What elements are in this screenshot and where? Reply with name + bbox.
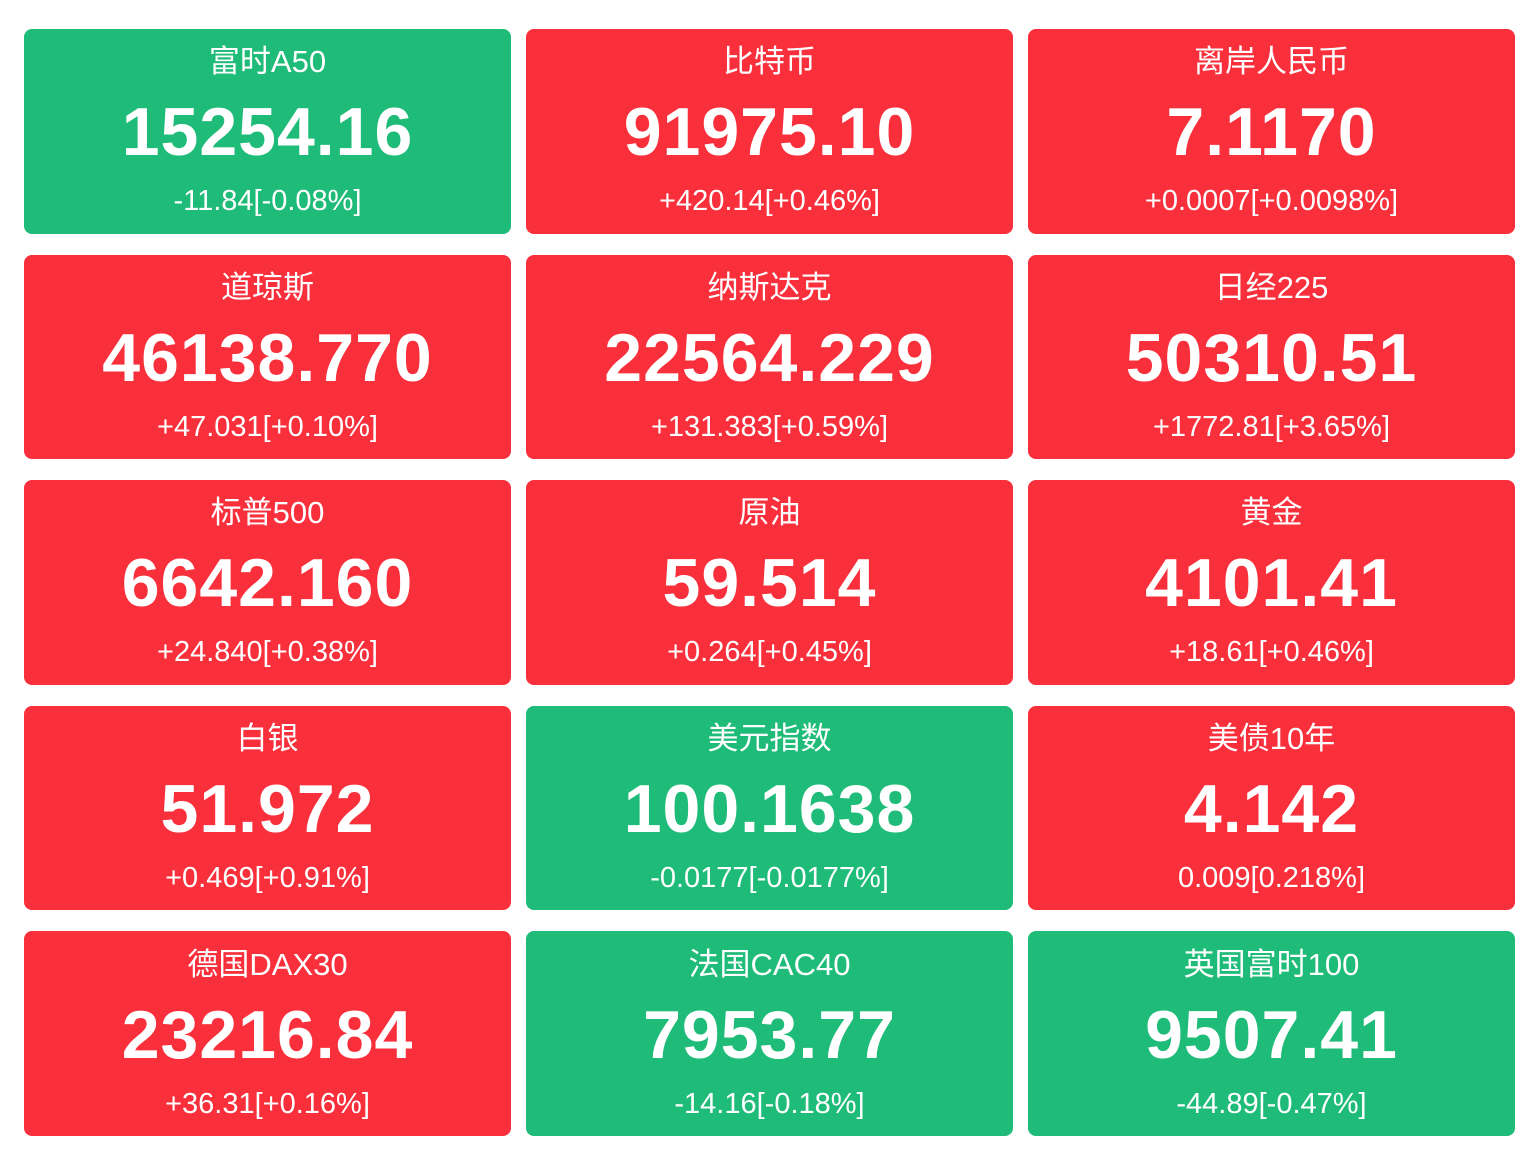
quote-change: +1772.81[+3.65%] xyxy=(1152,410,1391,443)
quote-tile-3[interactable]: 离岸人民币 7.1170 +0.0007[+0.0098%] xyxy=(1028,29,1515,234)
quote-price: 23216.84 xyxy=(121,996,414,1073)
quote-tile-8[interactable]: 原油 59.514 +0.264[+0.45%] xyxy=(526,480,1013,685)
quote-price: 46138.770 xyxy=(102,319,433,396)
quote-name: 法国CAC40 xyxy=(688,946,851,982)
quote-name: 比特币 xyxy=(723,44,816,80)
quote-change: -0.0177[-0.0177%] xyxy=(650,862,889,895)
quote-name: 英国富时100 xyxy=(1183,946,1360,982)
quote-price: 50310.51 xyxy=(1125,319,1418,396)
quote-tile-14[interactable]: 法国CAC40 7953.77 -14.16[-0.18%] xyxy=(526,931,1013,1136)
quote-name: 白银 xyxy=(236,721,299,757)
quote-tile-11[interactable]: 美元指数 100.1638 -0.0177[-0.0177%] xyxy=(526,705,1013,911)
quote-change: +18.61[+0.46%] xyxy=(1169,636,1374,669)
quote-name: 美债10年 xyxy=(1207,721,1336,757)
quote-change: +0.0007[+0.0098%] xyxy=(1144,185,1399,218)
quote-tile-1[interactable]: 富时A50 15254.16 -11.84[-0.08%] xyxy=(24,29,511,234)
quote-price: 15254.16 xyxy=(121,94,414,171)
quote-change: -11.84[-0.08%] xyxy=(173,185,362,218)
quote-tile-15[interactable]: 英国富时100 9507.41 -44.89[-0.47%] xyxy=(1028,931,1515,1136)
quote-name: 美元指数 xyxy=(707,721,832,757)
quote-change: +420.14[+0.46%] xyxy=(659,185,880,218)
quote-tile-6[interactable]: 日经225 50310.51 +1772.81[+3.65%] xyxy=(1028,254,1515,460)
quote-name: 道琼斯 xyxy=(221,269,314,305)
quote-price: 22564.229 xyxy=(604,319,935,396)
quote-tile-12[interactable]: 美债10年 4.142 0.009[0.218%] xyxy=(1028,705,1515,911)
quote-change: +131.383[+0.59%] xyxy=(650,410,889,443)
quote-name: 离岸人民币 xyxy=(1194,44,1349,80)
quote-price: 59.514 xyxy=(662,545,877,622)
quote-change: +0.469[+0.91%] xyxy=(165,862,370,895)
quote-change: +47.031[+0.10%] xyxy=(157,410,378,443)
quote-name: 富时A50 xyxy=(208,44,327,80)
quote-price: 9507.41 xyxy=(1145,996,1398,1073)
quote-change: 0.009[0.218%] xyxy=(1177,862,1366,895)
quote-tile-13[interactable]: 德国DAX30 23216.84 +36.31[+0.16%] xyxy=(24,931,511,1136)
quote-tile-2[interactable]: 比特币 91975.10 +420.14[+0.46%] xyxy=(526,29,1013,234)
quote-name: 德国DAX30 xyxy=(187,946,348,982)
quote-name: 日经225 xyxy=(1214,269,1329,305)
quote-name: 原油 xyxy=(738,495,801,531)
quote-price: 7.1170 xyxy=(1166,94,1377,171)
quote-price: 4101.41 xyxy=(1145,545,1398,622)
quote-price: 51.972 xyxy=(160,771,375,848)
quote-change: +24.840[+0.38%] xyxy=(157,636,378,669)
quote-tile-5[interactable]: 纳斯达克 22564.229 +131.383[+0.59%] xyxy=(526,254,1013,460)
quote-change: +36.31[+0.16%] xyxy=(165,1087,370,1120)
quote-change: +0.264[+0.45%] xyxy=(667,636,872,669)
quote-name: 标普500 xyxy=(210,495,325,531)
quote-tile-9[interactable]: 黄金 4101.41 +18.61[+0.46%] xyxy=(1028,480,1515,685)
quote-price: 6642.160 xyxy=(121,545,414,622)
quote-tile-4[interactable]: 道琼斯 46138.770 +47.031[+0.10%] xyxy=(24,254,511,460)
quote-price: 4.142 xyxy=(1183,771,1360,848)
quote-price: 91975.10 xyxy=(623,94,916,171)
quote-price: 7953.77 xyxy=(643,996,896,1073)
quote-name: 黄金 xyxy=(1240,495,1303,531)
quote-tile-7[interactable]: 标普500 6642.160 +24.840[+0.38%] xyxy=(24,480,511,685)
quote-name: 纳斯达克 xyxy=(707,269,832,305)
quote-change: -14.16[-0.18%] xyxy=(674,1087,865,1120)
quote-price: 100.1638 xyxy=(623,771,916,848)
quote-tile-10[interactable]: 白银 51.972 +0.469[+0.91%] xyxy=(24,705,511,911)
quote-change: -44.89[-0.47%] xyxy=(1176,1087,1367,1120)
